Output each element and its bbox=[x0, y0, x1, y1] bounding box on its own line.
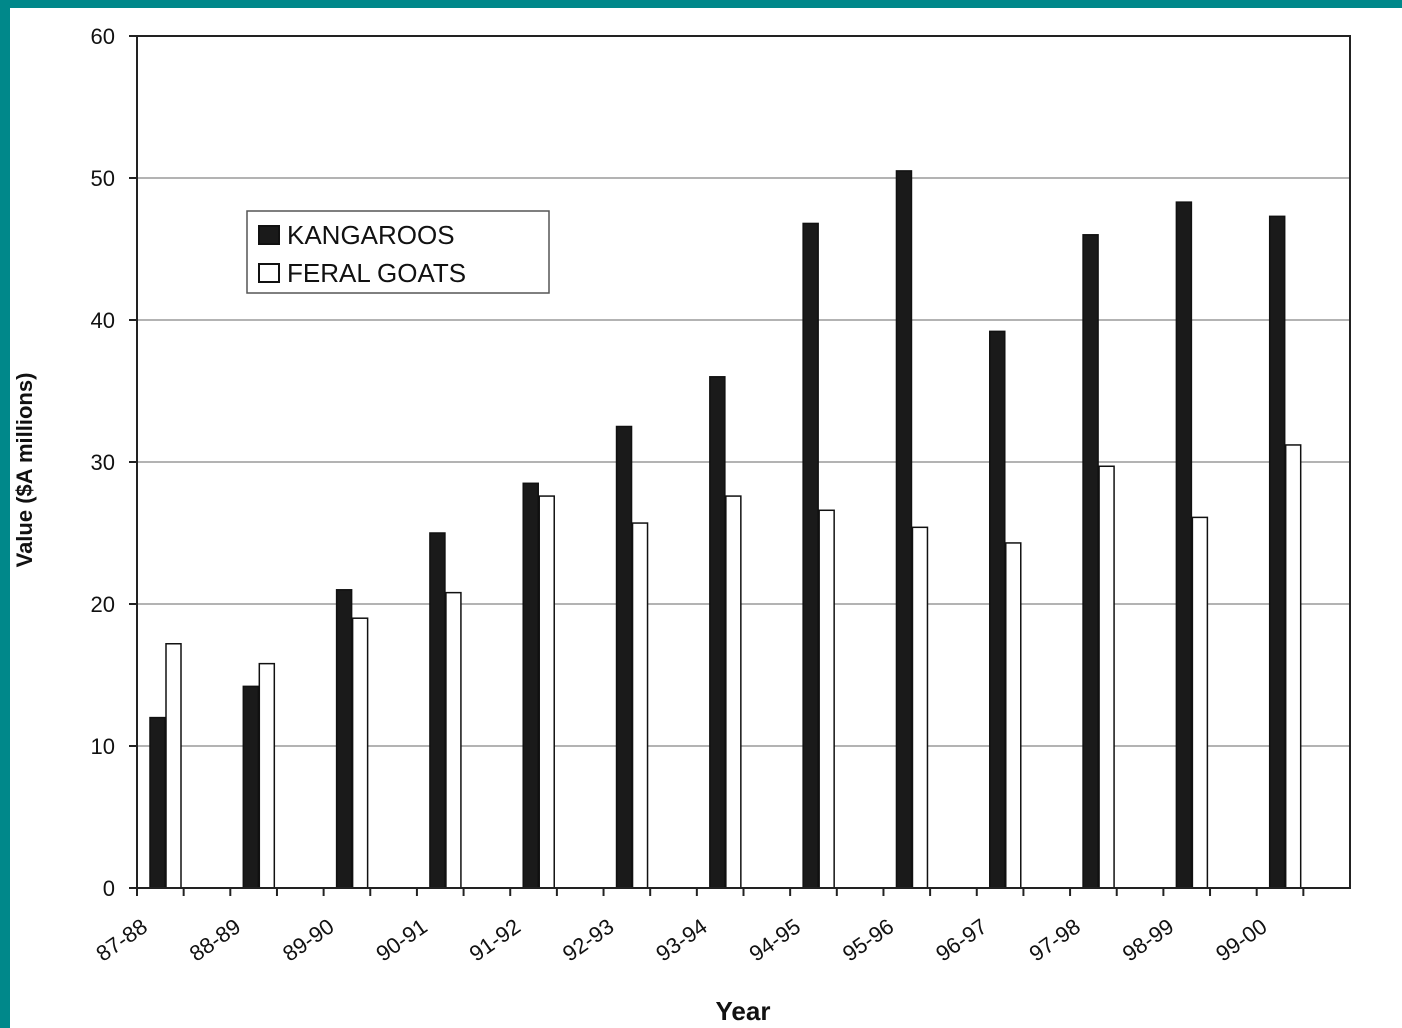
bar-feral-goats bbox=[1005, 542, 1022, 889]
bar-kangaroos bbox=[242, 685, 260, 889]
x-tick-label: 92-93 bbox=[558, 914, 618, 967]
legend-swatch bbox=[258, 263, 280, 283]
axes bbox=[129, 35, 1351, 896]
bar-kangaroos bbox=[895, 170, 913, 889]
bar-feral-goats bbox=[1284, 444, 1302, 889]
x-tick-label: 96-97 bbox=[931, 914, 991, 967]
bar-kangaroos bbox=[335, 589, 353, 889]
x-axis-title: Year bbox=[716, 996, 771, 1026]
bar-feral-goats bbox=[351, 617, 369, 889]
bar-feral-goats bbox=[258, 662, 276, 889]
legend-label: KANGAROOS bbox=[287, 220, 455, 250]
bar-feral-goats bbox=[911, 526, 929, 889]
x-tick-label: 91-92 bbox=[465, 914, 525, 967]
y-tick-label: 40 bbox=[91, 308, 115, 333]
bar-feral-goats bbox=[538, 495, 555, 889]
x-tick-label: 97-98 bbox=[1025, 914, 1085, 967]
bar-kangaroos bbox=[1175, 201, 1193, 889]
bar-kangaroos bbox=[429, 532, 446, 889]
bar-feral-goats bbox=[165, 643, 182, 889]
bar-kangaroos bbox=[1268, 215, 1286, 889]
bar-kangaroos bbox=[709, 376, 726, 889]
bar-kangaroos bbox=[615, 425, 633, 889]
bar-feral-goats bbox=[818, 509, 835, 889]
legend-box bbox=[246, 210, 550, 294]
bar-kangaroos bbox=[522, 482, 539, 889]
bar-kangaroos bbox=[989, 330, 1006, 889]
x-tick-label: 95-96 bbox=[838, 914, 898, 967]
bar-kangaroos bbox=[802, 222, 819, 889]
y-axis-title: Value ($A millions) bbox=[12, 373, 37, 568]
bar-kangaroos bbox=[149, 716, 166, 889]
x-tick-label: 93-94 bbox=[651, 914, 711, 967]
y-tick-label: 20 bbox=[91, 592, 115, 617]
y-tick-labels: 0 10 20 30 40 50 60 bbox=[91, 24, 115, 901]
x-tick-label: 89-90 bbox=[278, 914, 338, 967]
legend-label: FERAL GOATS bbox=[287, 258, 466, 288]
bar-feral-goats bbox=[1191, 516, 1209, 889]
legend: KANGAROOS FERAL GOATS bbox=[246, 210, 550, 294]
x-tick-label: 94-95 bbox=[745, 914, 805, 967]
y-tick-label: 30 bbox=[91, 450, 115, 475]
bar-feral-goats bbox=[1098, 465, 1115, 889]
x-tick-labels: 87-88 88-89 89-90 90-91 91-92 92-93 93-94 94-95… bbox=[91, 914, 1271, 967]
bar-kangaroos bbox=[1082, 234, 1099, 889]
legend-swatch bbox=[258, 225, 280, 245]
y-tick-label: 60 bbox=[91, 24, 115, 49]
chart-frame: 0 10 20 30 40 50 60 87-88 88-89 89-90 90-91 91-92 9… bbox=[10, 8, 1402, 1028]
x-tick-label: 90-91 bbox=[371, 914, 431, 967]
x-tick-label: 98-99 bbox=[1118, 914, 1178, 967]
bar-feral-goats bbox=[631, 522, 649, 889]
bar-chart: 0 10 20 30 40 50 60 87-88 88-89 89-90 90-91 91-92 9… bbox=[12, 24, 1351, 1026]
y-tick-label: 10 bbox=[91, 734, 115, 759]
y-tick-label: 50 bbox=[91, 166, 115, 191]
bar-feral-goats bbox=[725, 495, 742, 889]
bar-feral-goats bbox=[445, 591, 462, 889]
x-tick-label: 87-88 bbox=[91, 914, 151, 967]
y-tick-label: 0 bbox=[103, 876, 115, 901]
x-tick-label: 99-00 bbox=[1211, 914, 1271, 967]
x-tick-label: 88-89 bbox=[185, 914, 245, 967]
